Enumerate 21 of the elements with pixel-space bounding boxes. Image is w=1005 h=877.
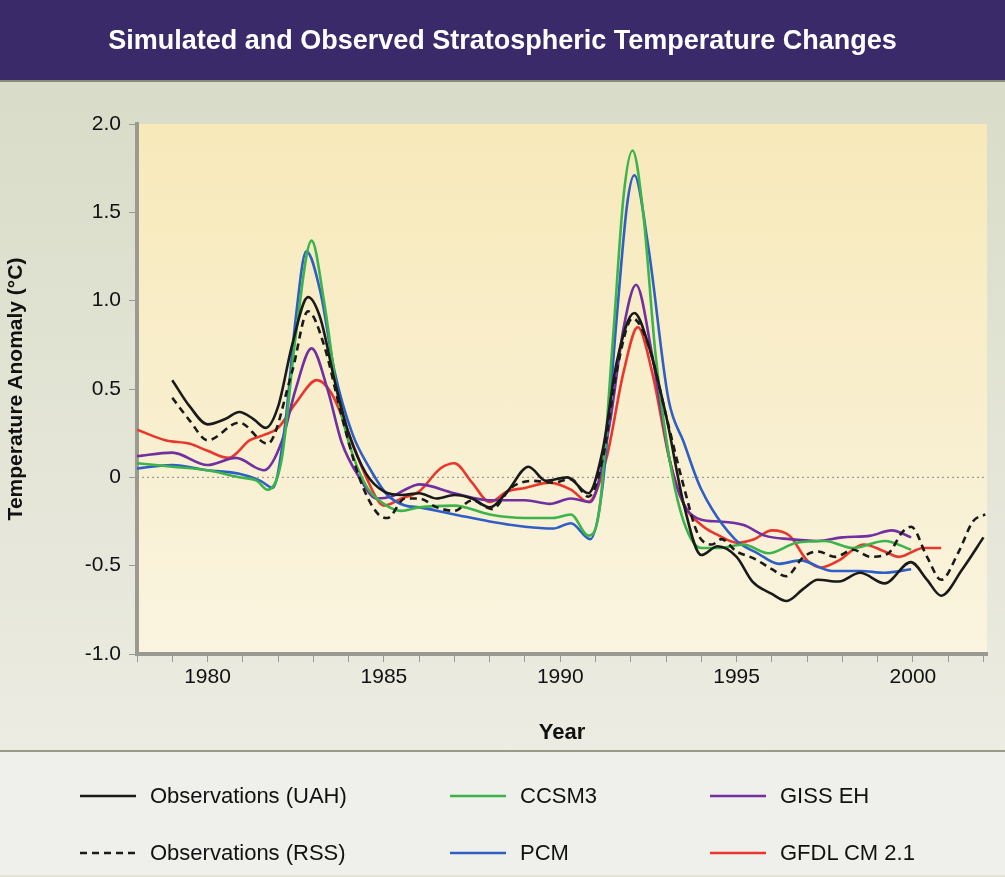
y-tick-label: 1.5 xyxy=(91,199,121,223)
legend-label: PCM xyxy=(520,839,569,866)
legend-label: GISS EH xyxy=(780,783,870,810)
y-tick-label: 1.0 xyxy=(91,287,121,311)
y-tick-label: -1.0 xyxy=(84,640,121,664)
chart-title: Simulated and Observed Stratospheric Temperature Changes xyxy=(0,0,1005,82)
y-tick-label: 2.0 xyxy=(91,110,121,134)
legend-label: CCSM3 xyxy=(520,783,598,810)
x-tick-label: 1990 xyxy=(536,664,584,688)
y-axis-title: Temperature Anomaly (°C) xyxy=(3,257,27,521)
legend-label: GFDL CM 2.1 xyxy=(780,839,915,866)
y-tick-label: 0 xyxy=(109,464,121,488)
legend-label: Observations (UAH) xyxy=(150,783,347,810)
x-axis-title: Year xyxy=(538,718,586,744)
x-tick-label: 2000 xyxy=(889,664,937,688)
x-tick-label: 1995 xyxy=(713,664,760,688)
x-tick-label: 1985 xyxy=(360,664,408,688)
y-tick-label: -0.5 xyxy=(84,552,121,576)
legend-label: Observations (RSS) xyxy=(150,839,346,866)
y-tick-label: 0.5 xyxy=(91,375,121,399)
x-tick-label: 1980 xyxy=(184,664,231,688)
